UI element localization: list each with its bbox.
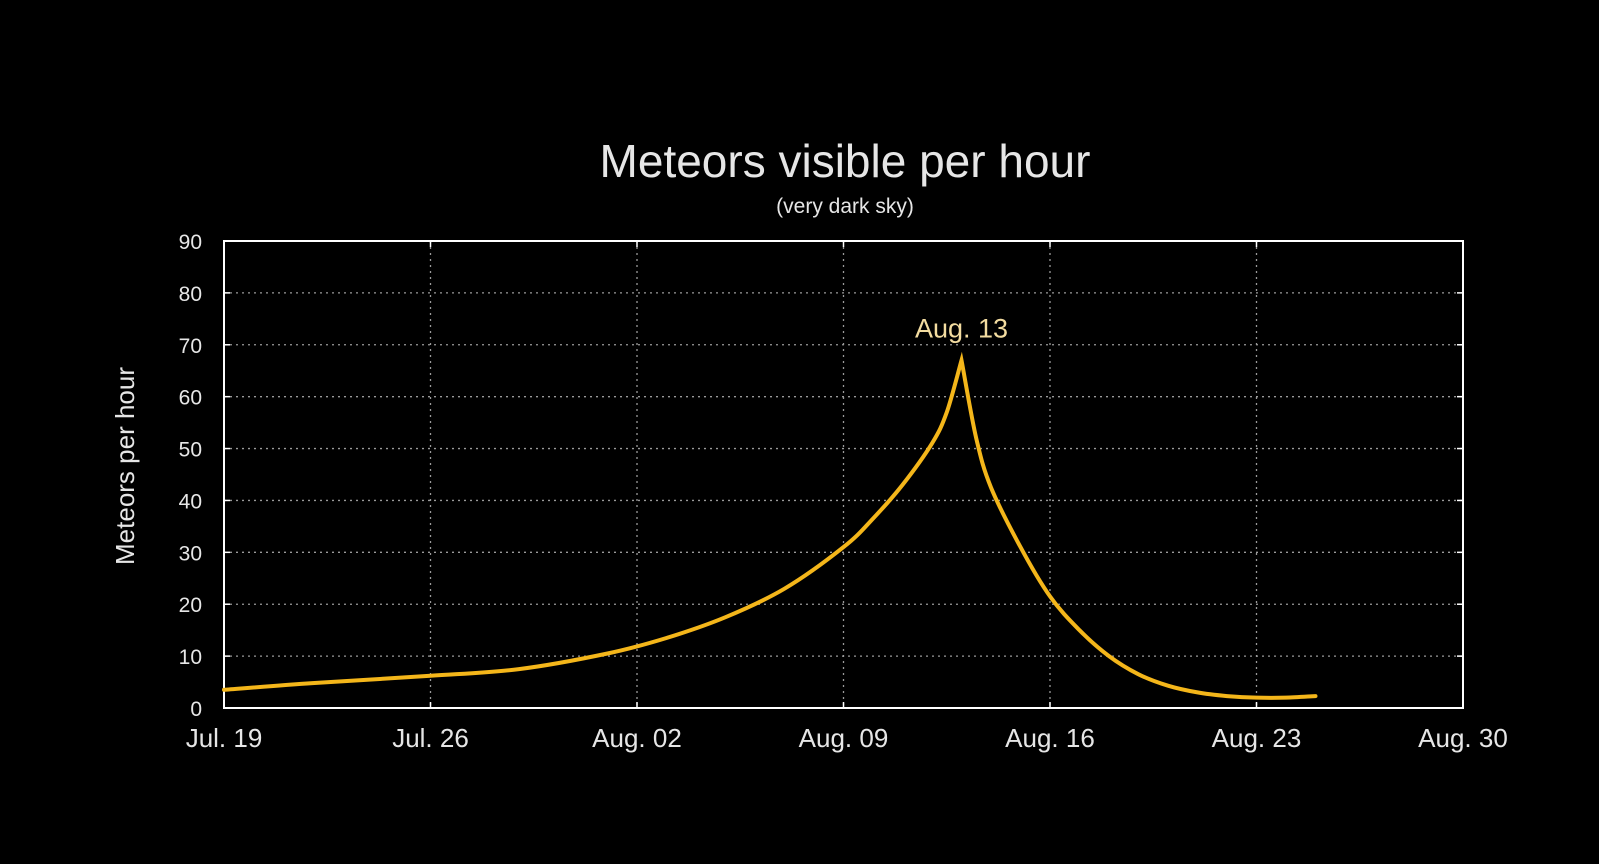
x-tick-label: Aug. 23 [1212,723,1302,753]
y-tick-label: 90 [179,231,202,254]
y-tick-label: 30 [179,542,202,565]
series-line [222,351,1318,700]
x-tick-label: Aug. 09 [799,723,889,753]
y-tick-label: 40 [179,490,202,513]
series-layer [222,351,1318,700]
y-tick-label: 20 [179,594,202,617]
y-tick-label: 70 [179,335,202,358]
chart-title: Meteors visible per hour [600,135,1091,187]
x-tick-label: Jul. 26 [392,723,469,753]
plot-frame [223,240,1464,709]
annotation-layer: Aug. 13 [915,313,1008,343]
x-tick-label: Aug. 02 [592,723,682,753]
y-tick-label: 80 [179,283,202,306]
y-tick-label: 50 [179,439,202,462]
y-axis-label: Meteors per hour [110,367,140,565]
tick-labels: Jul. 19 Jul. 26 Aug. 02 Aug. 09 Aug. 16 Aug. … [179,231,1508,753]
y-tick-label: 10 [179,646,202,669]
chart-subtitle: (very dark sky) [776,195,914,218]
y-tick-label: 60 [179,387,202,410]
y-tick-label: 0 [190,698,202,721]
x-tick-label: Aug. 30 [1418,723,1508,753]
grid-lines [223,240,1464,709]
peak-annotation: Aug. 13 [915,313,1008,343]
x-tick-label: Jul. 19 [186,723,263,753]
x-tick-label: Aug. 16 [1005,723,1095,753]
